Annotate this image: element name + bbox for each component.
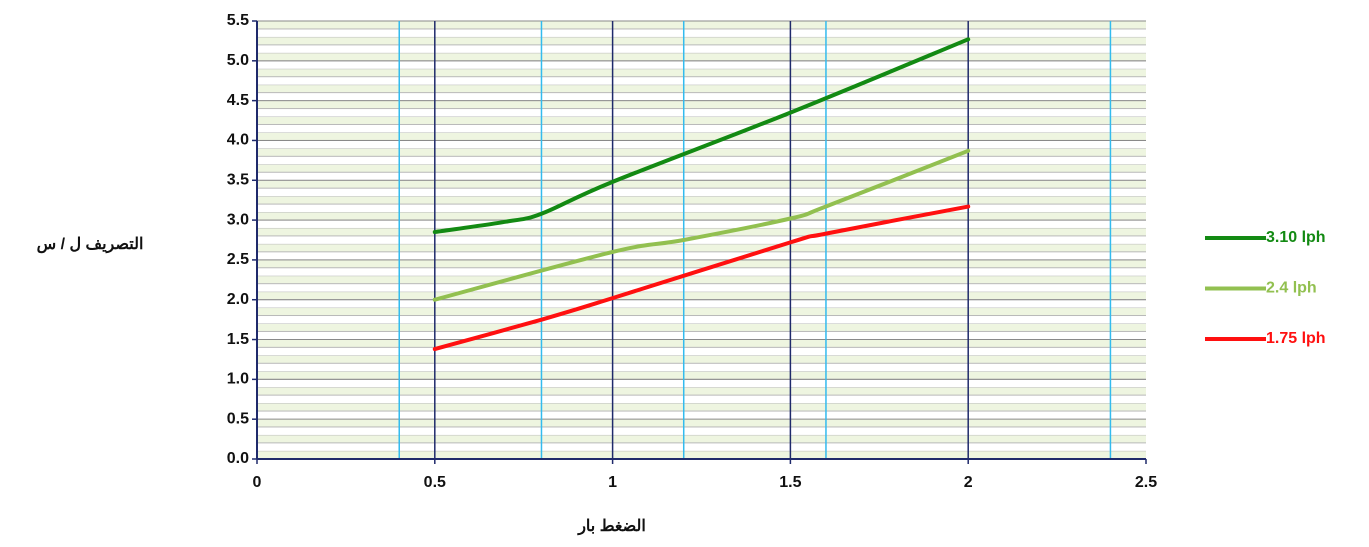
x-tick-label: 2.5 xyxy=(1135,474,1157,491)
y-tick-label: 2.5 xyxy=(227,251,249,268)
y-tick-label: 2.0 xyxy=(227,291,249,308)
y-tick-label: 1.5 xyxy=(227,331,249,348)
legend-label: 3.10 lph xyxy=(1266,229,1326,246)
x-tick-label: 1 xyxy=(608,474,617,491)
y-axis-label: التصريف ل / س xyxy=(37,236,144,254)
legend-label: 2.4 lph xyxy=(1266,280,1317,297)
y-tick-label: 0.0 xyxy=(227,450,249,467)
x-axis-label: الضغط بار xyxy=(577,518,646,536)
y-tick-label: 3.5 xyxy=(227,171,249,188)
y-tick-label: 5.0 xyxy=(227,52,249,69)
x-tick-label: 0 xyxy=(253,474,262,491)
y-tick-label: 1.0 xyxy=(227,371,249,388)
x-tick-label: 0.5 xyxy=(424,474,446,491)
legend-label: 1.75 lph xyxy=(1266,330,1326,347)
y-tick-label: 4.0 xyxy=(227,132,249,149)
y-tick-label: 3.0 xyxy=(227,211,249,228)
series-line xyxy=(432,148,971,302)
plot-background xyxy=(257,21,1146,459)
y-tick-label: 4.5 xyxy=(227,92,249,109)
series-line xyxy=(432,204,971,352)
y-tick-label: 5.5 xyxy=(227,12,249,29)
y-tick-label: 0.5 xyxy=(227,410,249,427)
series-line xyxy=(432,37,971,235)
x-tick-label: 2 xyxy=(964,474,973,491)
x-tick-label: 1.5 xyxy=(779,474,801,491)
